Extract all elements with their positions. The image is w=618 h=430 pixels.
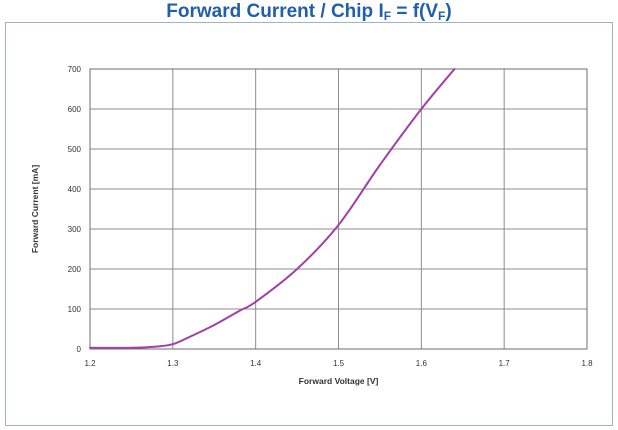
x-tick-label: 1.4: [250, 359, 262, 368]
plot-frame: [89, 68, 588, 350]
y-tick-label: 100: [68, 305, 82, 314]
x-tick-label: 1.3: [167, 359, 179, 368]
x-tick-label: 1.6: [416, 359, 428, 368]
x-tick-labels: 1.2 1.3 1.4 1.5 1.6 1.7 1.8: [84, 359, 593, 368]
series-line: [89, 68, 456, 349]
x-tick-label: 1.7: [499, 359, 511, 368]
x-tick-label: 1.8: [581, 359, 593, 368]
x-axis-label: Forward Voltage [V]: [299, 376, 379, 386]
y-tick-label: 400: [68, 185, 82, 194]
y-tick-label: 500: [68, 145, 82, 154]
y-tick-label: 600: [68, 105, 82, 114]
y-tick-label: 0: [77, 345, 82, 354]
y-tick-labels: 0 100 200 300 400 500 600 700: [68, 65, 82, 354]
x-tick-label: 1.5: [333, 359, 345, 368]
y-tick-label: 300: [68, 225, 82, 234]
grid-lines: [89, 68, 588, 350]
chart-title: Forward Current / Chip IF = f(VF): [166, 1, 452, 23]
chart-panel: [5, 22, 613, 426]
plot-border: [89, 68, 588, 350]
y-axis-label: Forward Current [mA]: [30, 165, 40, 253]
series-lines: [89, 68, 456, 349]
y-tick-label: 200: [68, 265, 82, 274]
x-tick-label: 1.2: [84, 359, 96, 368]
y-tick-label: 700: [68, 65, 82, 74]
